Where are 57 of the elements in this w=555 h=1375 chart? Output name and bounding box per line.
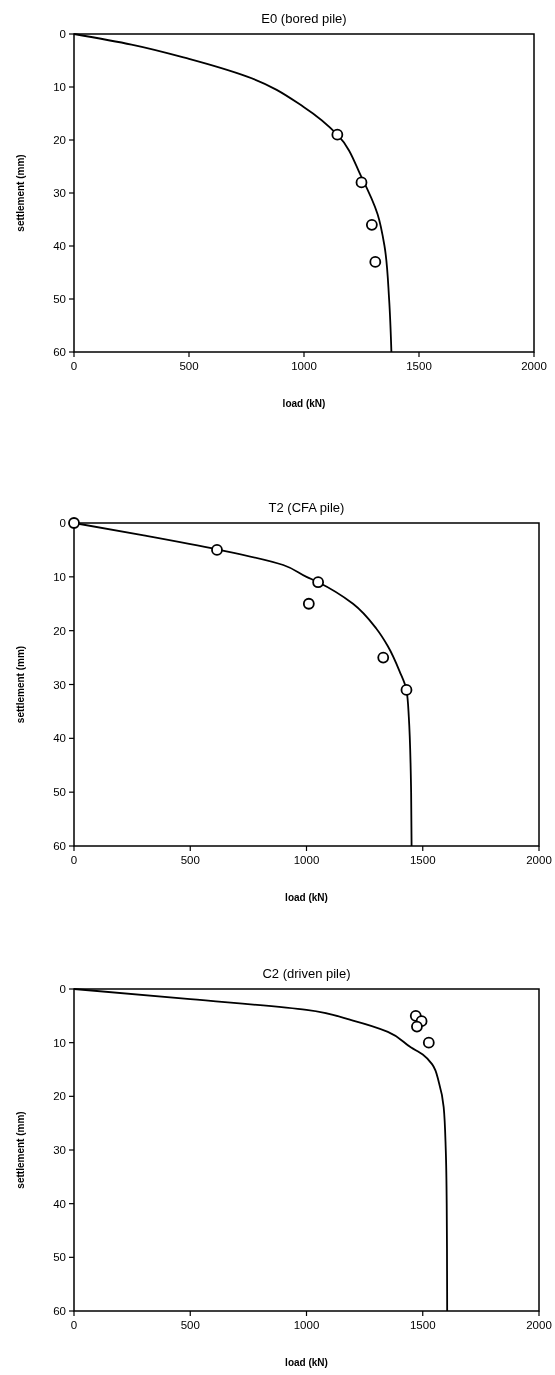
y-axis-title: settlement (mm) xyxy=(15,645,26,724)
point xyxy=(211,544,223,556)
y-tick-label: 50 xyxy=(53,786,66,799)
x-tick-label: 2000 xyxy=(526,854,552,866)
point xyxy=(355,176,368,189)
point xyxy=(365,218,378,231)
x-tick-label: 2000 xyxy=(526,1319,552,1331)
y-axis-title: settlement (mm) xyxy=(15,154,26,232)
y-tick-label: 0 xyxy=(59,983,66,995)
point xyxy=(369,255,382,268)
y-tick-label: 20 xyxy=(53,134,66,146)
y-axis-title: settlement (mm) xyxy=(15,1111,26,1189)
y-tick-label: 10 xyxy=(53,1036,66,1049)
x-axis-title: load (kN) xyxy=(285,1357,328,1368)
y-tick-label: 50 xyxy=(53,293,66,305)
y-tick-label: 10 xyxy=(53,570,66,583)
point xyxy=(377,651,390,664)
x-tick-label: 0 xyxy=(70,854,78,866)
point xyxy=(331,128,344,141)
y-tick-label: 60 xyxy=(53,346,66,358)
point xyxy=(400,683,413,696)
x-tick-label: 1500 xyxy=(406,360,432,372)
y-tick-label: 0 xyxy=(59,517,66,529)
y-tick-label: 20 xyxy=(53,624,66,637)
x-axis-title: load (kN) xyxy=(282,398,326,409)
x-tick-label: 0 xyxy=(70,360,78,372)
y-tick-label: 50 xyxy=(53,1251,66,1264)
y-tick-label: 0 xyxy=(59,28,66,40)
y-tick-label: 20 xyxy=(53,1090,66,1103)
y-tick-label: 10 xyxy=(53,81,66,93)
x-tick-label: 500 xyxy=(180,1319,200,1331)
point xyxy=(411,1020,423,1033)
x-tick-label: 2000 xyxy=(521,360,547,372)
y-tick-label: 30 xyxy=(53,1144,66,1156)
x-tick-label: 500 xyxy=(180,854,200,866)
chart-title: C2 (driven pile) xyxy=(262,966,351,981)
y-tick-label: 40 xyxy=(53,240,66,252)
point xyxy=(68,517,80,529)
chart-title: E0 (bored pile) xyxy=(261,11,347,26)
x-tick-label: 500 xyxy=(179,360,199,372)
point xyxy=(302,597,315,610)
y-tick-label: 60 xyxy=(53,840,66,852)
x-tick-label: 1500 xyxy=(409,854,436,866)
point xyxy=(422,1036,435,1049)
point xyxy=(312,576,325,589)
x-tick-label: 1000 xyxy=(293,854,320,866)
y-tick-label: 40 xyxy=(53,732,66,745)
x-tick-label: 0 xyxy=(70,1319,78,1331)
x-axis-title: load (kN) xyxy=(285,892,328,903)
chart-title: T2 (CFA pile) xyxy=(268,500,345,515)
x-tick-label: 1000 xyxy=(293,1319,320,1331)
y-tick-label: 30 xyxy=(53,187,66,199)
x-tick-label: 1000 xyxy=(291,360,317,372)
y-tick-label: 30 xyxy=(53,678,66,691)
y-tick-label: 60 xyxy=(53,1305,66,1317)
x-tick-label: 1500 xyxy=(409,1319,436,1331)
y-tick-label: 40 xyxy=(53,1197,66,1210)
